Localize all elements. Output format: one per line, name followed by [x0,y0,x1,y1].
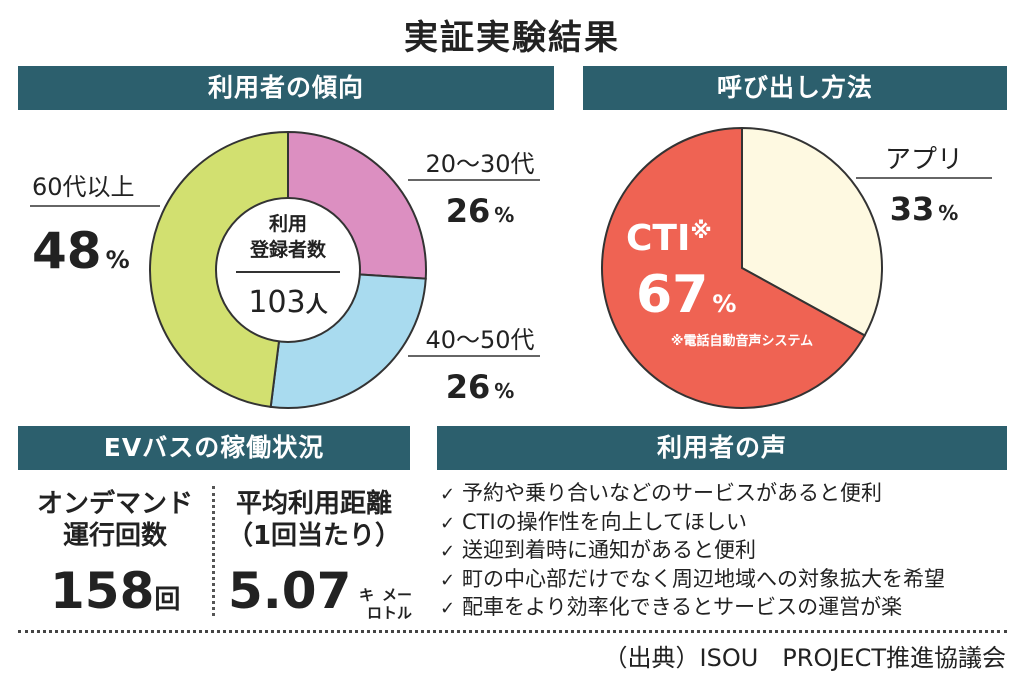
cti-footnote: ※電話自動音声システム [671,333,813,349]
slice-value-app: 33% [890,190,959,228]
list-item: ✓ 予約や乗り合いなどのサービスがあると便利 [440,480,1020,509]
ev-distance-title-line1: 平均利用距離 [235,489,392,519]
ev-ondemand-title: オンデマンド 運行回数 [18,488,212,552]
slice-label-cti: CTI※ [626,218,712,259]
slice-label-app: アプリ [885,145,963,175]
section-header-call-method: 呼び出し方法 [583,66,1007,110]
slice-value-2: 48% [32,222,130,280]
ev-ondemand-title-line2: 運行回数 [62,521,167,551]
ev-ondemand-count: 158 [50,562,155,620]
ev-distance-number: 5.07 [228,562,352,620]
slice-value-1: 26% [446,368,515,406]
center-label-line2: 登録者数 [249,238,327,261]
slice-label-2: 60代以上 [32,173,135,201]
ev-ondemand-title-line1: オンデマンド [36,489,193,519]
section-header-user-voice: 利用者の声 [437,426,1007,470]
ev-ondemand-value: 158回 [50,562,180,620]
slice-label-1: 40〜50代 [425,326,534,354]
ev-divider [212,486,215,616]
ev-distance-title: 平均利用距離 （1回当たり） [216,488,412,552]
ev-distance-title-line2: （1回当たり） [226,521,402,551]
list-item: ✓ 送迎到着時に通知があると便利 [440,537,1020,566]
source-credit: （出典）ISOU PROJECT推進協議会 [603,644,1006,672]
slice-value-0: 26% [446,192,515,230]
page-title: 実証実験結果 [404,18,620,58]
slice-value-cti: 67% [636,265,736,325]
list-item: ✓ CTIの操作性を向上してほしい [440,509,1020,538]
check-icon: ✓ [440,569,456,591]
section-header-ev-bus: EVバスの稼働状況 [18,426,410,470]
ev-distance-unit: キメー ロトル [358,585,412,622]
ev-distance-value: 5.07 キメー ロトル [228,562,412,622]
donut-center [215,197,361,343]
pie2-slice-0 [741,126,883,337]
slice-label-0: 20〜30代 [425,150,534,178]
section-header-users: 利用者の傾向 [18,66,554,110]
check-icon: ✓ [440,598,456,619]
list-item: ✓ 配車をより効率化できるとサービスの運営が楽 [440,594,1020,623]
center-label-line1: 利用 [269,213,307,235]
check-icon: ✓ [440,484,456,505]
footer-divider [18,630,1007,633]
center-value: 103人 [248,285,327,320]
list-item: ✓ 町の中心部だけでなく周辺地域への対象拡大を希望 [440,566,1020,595]
check-icon: ✓ [440,541,456,562]
check-icon: ✓ [440,512,456,534]
user-voice-list: ✓ 予約や乗り合いなどのサービスがあると便利 ✓ CTIの操作性を向上してほしい ✓… [440,480,1020,623]
ev-ondemand-unit: 回 [154,585,181,615]
pie2-slice-1 [601,126,867,409]
